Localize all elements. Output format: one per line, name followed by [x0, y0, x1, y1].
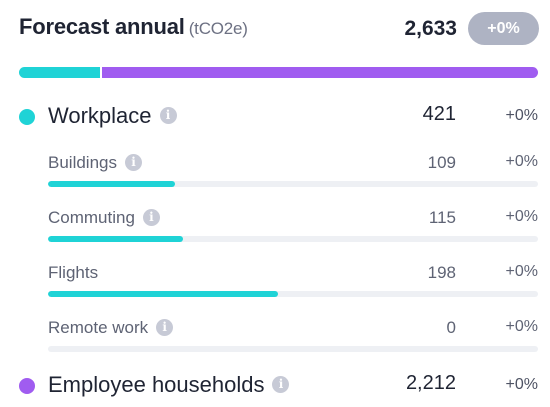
sub-label: Remote work — [48, 318, 149, 337]
workplace-dot-icon — [19, 109, 35, 125]
group-workplace-value: 421 — [422, 103, 456, 125]
split-segment-workplace — [19, 67, 103, 78]
sub-value: 0 — [446, 318, 456, 337]
progress-track — [48, 236, 538, 242]
list-item-remote-work: Remote work i 0 +0% — [48, 314, 538, 358]
sub-label-wrap: Buildings i — [48, 153, 142, 173]
sub-change: +0% — [505, 153, 538, 170]
sub-label-wrap: Commuting i — [48, 208, 160, 228]
group-workplace-label: Workplace — [48, 103, 152, 128]
list-item-buildings: Buildings i 109 +0% — [48, 149, 538, 193]
group-households-label: Employee households — [48, 372, 265, 397]
group-workplace-change: +0% — [505, 107, 538, 124]
info-icon[interactable]: i — [142, 208, 160, 226]
progress-fill — [48, 181, 176, 187]
progress-track — [48, 291, 538, 297]
page-title: Forecast annual (tCO2e) — [19, 14, 248, 40]
progress-track — [48, 346, 538, 352]
list-item-flights: Flights 198 +0% — [48, 259, 538, 303]
info-icon[interactable]: i — [156, 318, 174, 336]
group-workplace: Workplace i 421 +0% — [19, 100, 538, 134]
sub-value: 115 — [428, 208, 456, 227]
info-icon[interactable]: i — [272, 375, 290, 393]
progress-track — [48, 181, 538, 187]
sub-value: 198 — [427, 263, 456, 282]
sub-label: Buildings — [48, 153, 117, 172]
sub-change: +0% — [505, 208, 538, 225]
households-dot-icon — [19, 378, 35, 394]
split-segment-households — [102, 67, 538, 78]
forecast-header: Forecast annual (tCO2e) 2,633 +0% — [19, 12, 539, 46]
sub-label-wrap: Remote work i — [48, 318, 174, 338]
sub-change: +0% — [505, 263, 538, 280]
emission-split-bar — [19, 67, 538, 78]
title-text: Forecast annual — [19, 14, 185, 39]
total-change-badge: +0% — [468, 12, 539, 45]
sub-label-wrap: Flights — [48, 263, 98, 283]
total-value: 2,633 — [404, 17, 457, 40]
progress-fill — [48, 236, 183, 242]
sub-label: Flights — [48, 263, 99, 282]
group-households: Employee households i 2,212 +0% — [19, 369, 538, 403]
progress-fill — [48, 291, 279, 297]
group-households-label-wrap: Employee households i — [48, 372, 290, 398]
group-workplace-label-wrap: Workplace i — [48, 103, 177, 129]
sub-label: Commuting — [48, 208, 135, 227]
sub-change: +0% — [505, 318, 538, 335]
info-icon[interactable]: i — [159, 106, 177, 124]
sub-value: 109 — [427, 153, 456, 172]
group-households-change: +0% — [505, 376, 538, 393]
list-item-commuting: Commuting i 115 +0% — [48, 204, 538, 248]
info-icon[interactable]: i — [125, 153, 142, 171]
title-unit: (tCO2e) — [188, 19, 248, 38]
group-households-value: 2,212 — [405, 372, 456, 394]
